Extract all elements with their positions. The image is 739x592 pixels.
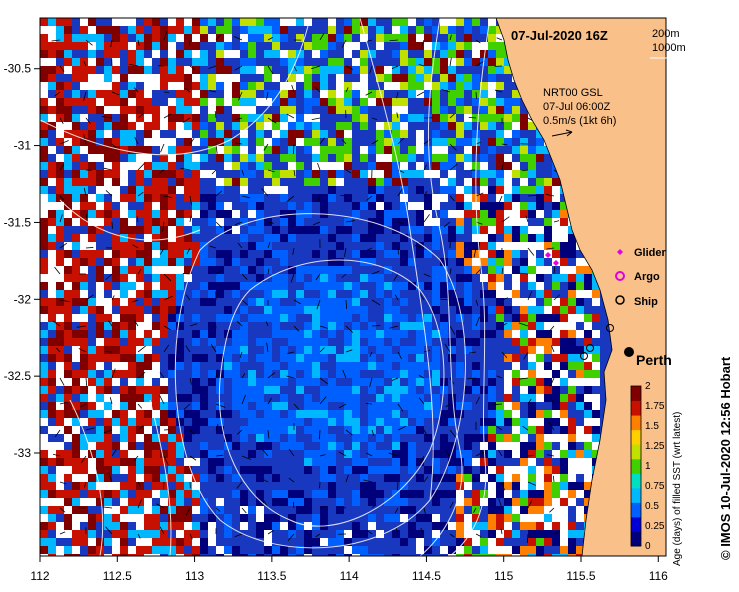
glider-diamond-icon [617, 249, 623, 255]
colorbar-segment [631, 386, 641, 402]
imos-credit: © IMOS 10-Jul-2020 12:56 Hobart [718, 356, 733, 560]
current-scale-label: 0.5m/s (1kt 6h) [543, 115, 616, 127]
perth-city-marker [624, 347, 634, 357]
depth-legend-1000m: 1000m [652, 42, 686, 54]
legend-argo-label: Argo [634, 271, 660, 283]
colorbar-title: Age (days) of filled SST (wrt latest) [672, 412, 683, 566]
legend-glider-label: Glider [634, 247, 667, 259]
current-time-label: 07-Jul 06:00Z [543, 101, 611, 113]
perth-label: Perth [636, 352, 672, 368]
colorbar-segment [631, 473, 641, 489]
colorbar-segment [631, 502, 641, 518]
colorbar: 0 0.25 0.5 0.75 1 1.25 1.5 1.75 2 Age (days) of … [630, 381, 683, 566]
y-tick-label: -32.5 [4, 369, 32, 383]
x-tick-label: 114.5 [412, 569, 441, 583]
colorbar-segment [631, 516, 641, 532]
current-scale-arrowhead [565, 129, 573, 137]
colorbar-tick-label: 0.25 [645, 521, 665, 532]
glider-marker [545, 252, 551, 258]
platform-legend: Glider Argo Ship [615, 247, 667, 308]
x-tick-label: 113 [185, 569, 204, 583]
current-scale-arrow [551, 131, 573, 137]
ship-marker [586, 344, 594, 352]
land-mass [495, 18, 666, 556]
colorbar-tick-label: 2 [645, 381, 651, 392]
x-tick-label: 114 [340, 569, 359, 583]
current-vectors [51, 30, 561, 544]
x-tick-label: 116 [649, 569, 668, 583]
y-tick-label: -31 [14, 139, 32, 153]
y-tick-label: -33 [14, 446, 32, 460]
colorbar-frame [630, 385, 642, 547]
ship-circle-icon [615, 295, 625, 305]
colorbar-tick-label: 1 [645, 461, 651, 472]
y-tick-label: -31.5 [4, 215, 32, 229]
y-axis: -30.5 -31 -31.5 -32 -32.5 -33 [4, 62, 40, 460]
colorbar-segment [631, 429, 641, 445]
x-tick-label: 113.5 [257, 569, 286, 583]
plot-frame [39, 17, 667, 557]
argo-circle-icon [615, 271, 625, 281]
x-tick-label: 112 [30, 569, 49, 583]
colorbar-segment [631, 400, 641, 416]
map-title: 07-Jul-2020 16Z [511, 28, 608, 43]
colorbar-segment [631, 487, 641, 503]
colorbar-segment [631, 444, 641, 460]
x-axis: 112 112.5 113 113.5 114 114.5 115 115.5 116 [30, 556, 668, 583]
colorbar-tick-label: 0.5 [645, 501, 659, 512]
colorbar-tick-label: 1.5 [645, 421, 659, 432]
x-tick-label: 115 [494, 569, 513, 583]
colorbar-tick-label: 1.75 [645, 401, 665, 412]
y-tick-label: -32 [14, 292, 32, 306]
colorbar-segment [631, 531, 641, 547]
colorbar-tick-label: 0 [645, 541, 651, 552]
legend-ship-label: Ship [634, 296, 658, 308]
colorbar-tick-label: 1.25 [645, 441, 665, 452]
ship-marker [606, 324, 614, 332]
colorbar-segment [631, 458, 641, 474]
colorbar-tick-label: 0.75 [645, 481, 665, 492]
y-tick-label: -30.5 [4, 62, 32, 76]
platform-markers [545, 252, 614, 360]
depth-legend-200m: 200m [652, 28, 680, 40]
colorbar-segment [631, 415, 641, 431]
x-tick-label: 115.5 [566, 569, 595, 583]
bathymetry-contours [40, 18, 491, 556]
glider-marker [553, 260, 559, 266]
x-tick-label: 112.5 [103, 569, 132, 583]
ship-marker [580, 352, 588, 360]
current-model-label: NRT00 GSL [543, 87, 603, 99]
